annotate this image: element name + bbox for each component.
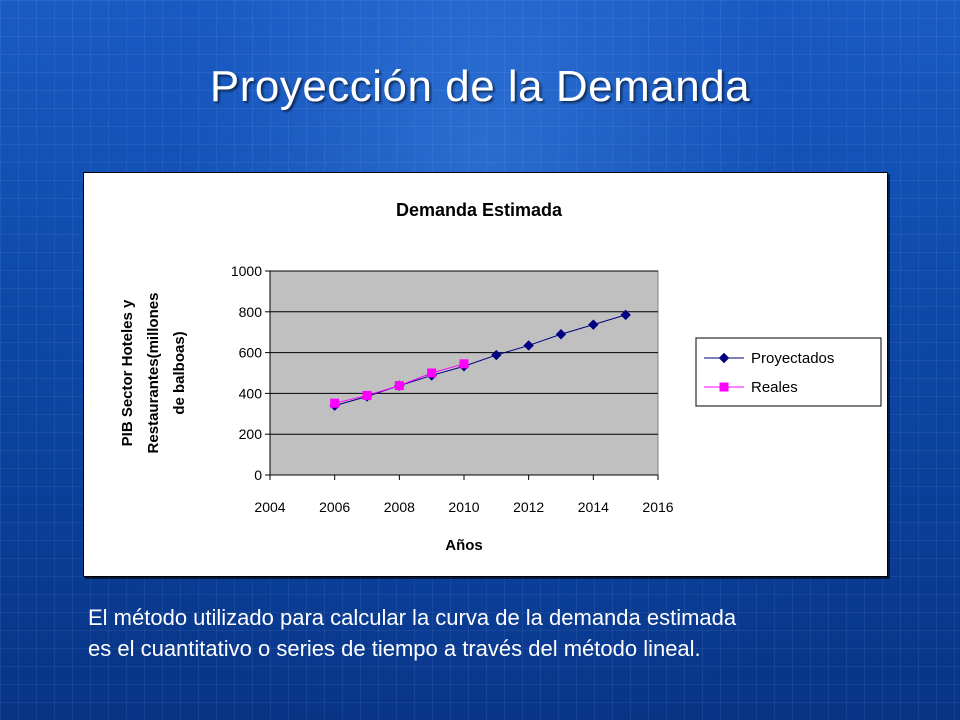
data-point-reales — [330, 398, 340, 408]
slide-caption: El método utilizado para calcular la cur… — [88, 602, 888, 664]
data-point-proyectados — [588, 319, 599, 330]
chart-container: Demanda Estimada PIB Sector Hoteles y Res… — [83, 172, 888, 577]
y-tick-label: 600 — [239, 345, 263, 361]
series-reales — [330, 359, 469, 408]
legend-item-reales: Reales — [704, 379, 798, 396]
x-tick-label: 2012 — [513, 499, 544, 515]
x-tick-label: 2004 — [254, 499, 285, 515]
legend-marker — [719, 382, 729, 392]
caption-line-1: El método utilizado para calcular la cur… — [88, 605, 737, 630]
y-tick-label: 400 — [239, 385, 263, 401]
legend: Proyectados Reales — [695, 337, 882, 407]
x-axis-label: Años — [445, 537, 483, 554]
legend-label: Reales — [751, 379, 798, 396]
gridlines — [270, 270, 658, 435]
data-point-reales — [362, 390, 372, 400]
y-axis-label-line: de balboas) — [171, 331, 188, 414]
data-point-reales — [459, 359, 469, 369]
data-point-proyectados — [491, 349, 502, 361]
slide-title: Proyección de la Demanda — [209, 62, 751, 111]
y-axis-label-line: Restaurantes(millones — [145, 293, 162, 454]
y-tick-label: 0 — [254, 467, 262, 483]
y-tick-label: 1000 — [231, 263, 262, 279]
y-tick-label: 800 — [239, 304, 263, 320]
data-point-reales — [427, 368, 437, 378]
data-point-proyectados — [555, 329, 567, 340]
data-point-proyectados — [523, 340, 534, 351]
y-axis-label-line: PIB Sector Hoteles y — [119, 299, 136, 446]
data-point-proyectados — [620, 309, 631, 321]
series-layer — [329, 309, 631, 411]
x-tick-label: 2016 — [642, 499, 673, 515]
plot-area — [269, 270, 659, 476]
chart-title: Demanda Estimada — [396, 200, 563, 220]
x-tick-label: 2008 — [384, 499, 415, 515]
x-tick-label: 2014 — [578, 499, 609, 515]
caption-line-2: es el cuantitativo o series de tiempo a … — [88, 636, 701, 661]
legend-marker — [718, 352, 730, 364]
legend-label: Proyectados — [751, 350, 834, 367]
axes: 0 200 400 600 800 1000 2004 2006 2008 2010 2012 201… — [231, 263, 674, 515]
y-axis-label: PIB Sector Hoteles y Restaurantes(millone… — [119, 293, 188, 454]
y-tick-label: 200 — [239, 426, 263, 442]
x-tick-label: 2010 — [448, 499, 479, 515]
x-tick-label: 2006 — [319, 499, 350, 515]
demand-chart: Demanda Estimada PIB Sector Hoteles y Res… — [119, 200, 882, 554]
data-point-reales — [394, 381, 404, 391]
legend-box — [695, 337, 882, 407]
legend-item-proyectados: Proyectados — [704, 350, 834, 367]
